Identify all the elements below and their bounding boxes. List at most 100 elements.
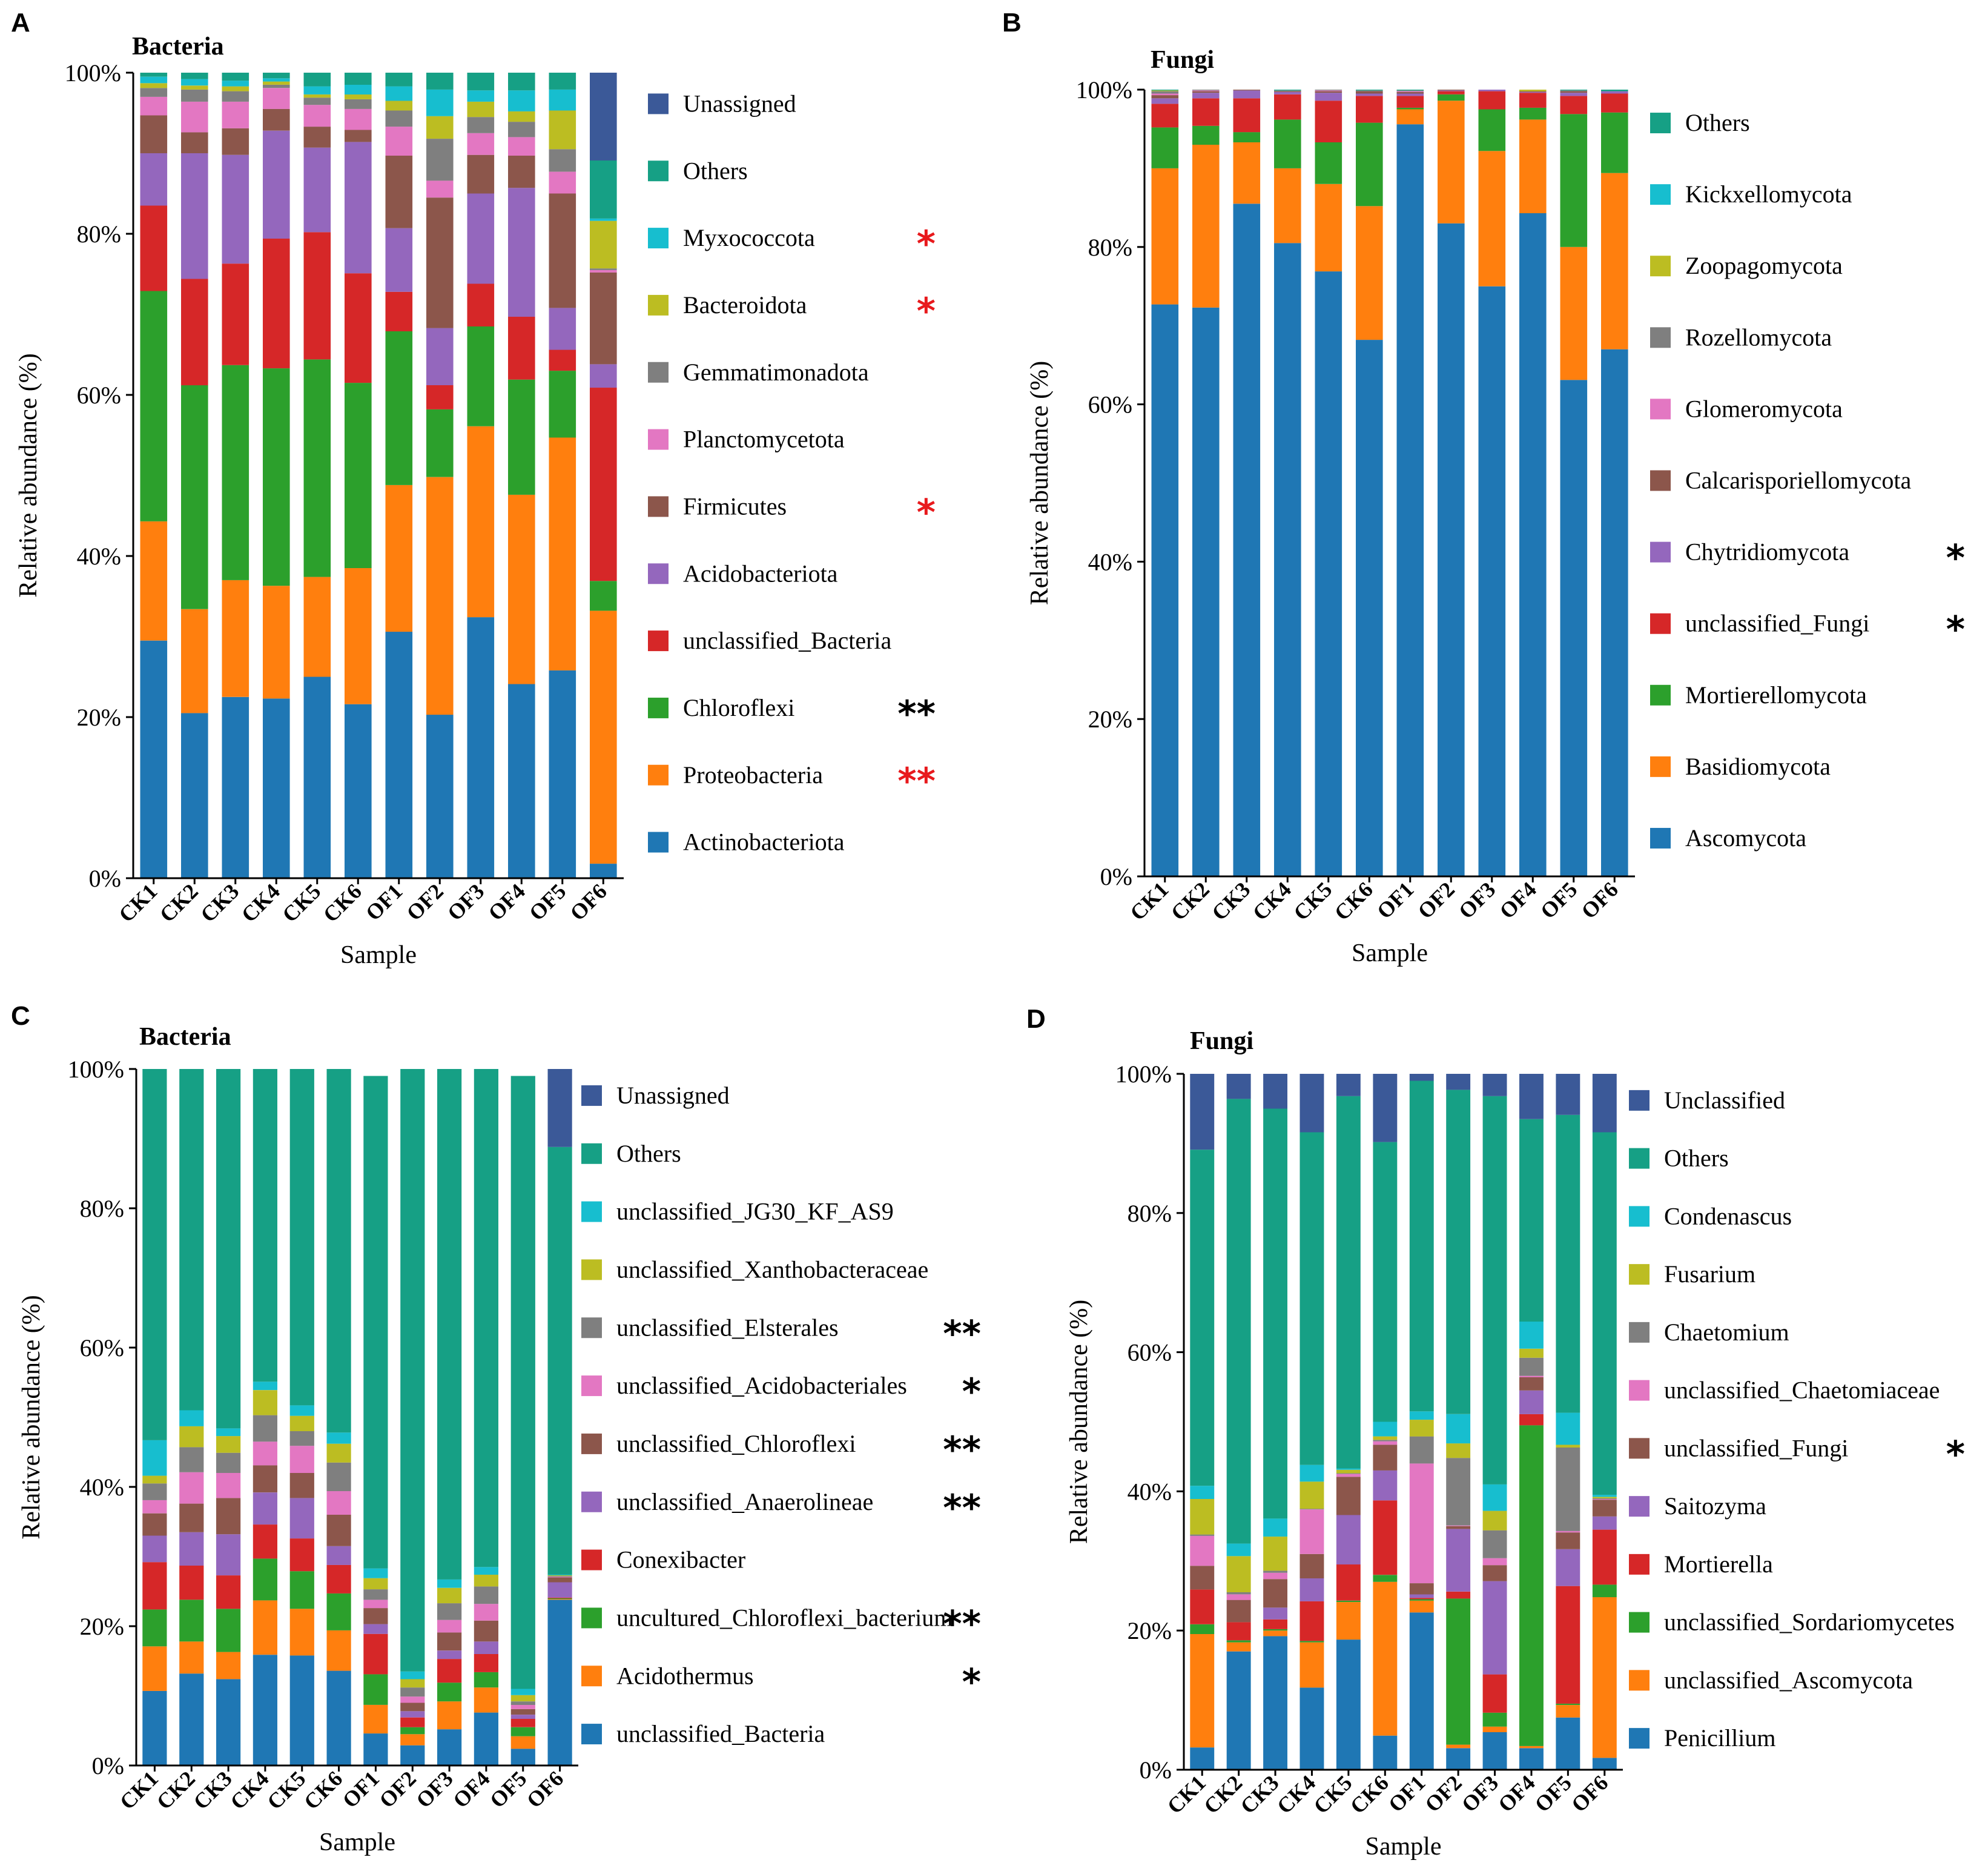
bar-segment-a-ck2-gemmatimonadota <box>181 89 208 102</box>
y-tick-label-d-3: 60% <box>1128 1339 1172 1366</box>
bar-segment-b-ck1-glomeromycota <box>1151 93 1179 96</box>
bar-segment-a-of1-unclassified-bacteria <box>385 291 413 331</box>
legend-swatch-a-chloroflexi <box>648 697 669 718</box>
legend-swatch-b-calcarisporiellomycota <box>1650 470 1671 491</box>
bar-segment-d-of2-condenascus <box>1446 1414 1471 1444</box>
bar-segment-c-of1-others <box>363 1076 388 1569</box>
legend-label-d-unclassified-chaetomiaceae: unclassified_Chaetomiaceae <box>1664 1377 1940 1404</box>
bar-segment-d-of3-unclassified-chaetomiaceae <box>1482 1558 1507 1566</box>
legend-label-b-unclassified-fungi: unclassified_Fungi <box>1685 610 1869 637</box>
bar-segment-d-of6-unclassified-ascomycota <box>1592 1597 1617 1758</box>
bar-segment-a-of6-unclassified-bacteria <box>590 388 617 581</box>
legend-label-d-others: Others <box>1664 1145 1729 1172</box>
bar-segment-b-of3-ascomycota <box>1478 286 1506 877</box>
bar-segment-c-of1-unclassified-acidobacteriales <box>363 1600 388 1609</box>
bar-segment-d-ck3-others <box>1263 1108 1287 1519</box>
bar-segment-a-of2-unclassified-bacteria <box>426 385 454 409</box>
x-axis-title-d: Sample <box>1366 1833 1442 1861</box>
bar-segment-c-of1-uncultured-chloroflexi-bacterium <box>363 1674 388 1705</box>
bar-segment-d-of6-others <box>1592 1132 1617 1495</box>
bar-segment-a-ck3-others <box>222 73 249 81</box>
y-tick-label-b-4: 80% <box>1088 234 1132 261</box>
bar-segment-b-of4-basidiomycota <box>1519 119 1547 213</box>
bar-segment-c-of2-unclassified-anaerolineae <box>400 1711 425 1718</box>
bar-segment-d-of3-unclassified-sordariomycetes <box>1482 1712 1507 1727</box>
bar-segment-c-of3-unclassified-acidobacteriales <box>437 1620 462 1633</box>
bar-segment-c-ck3-unclassified-xanthobacteraceae <box>216 1436 241 1453</box>
legend-label-c-unclassified-acidobacteriales: unclassified_Acidobacteriales <box>616 1372 907 1399</box>
bar-segment-d-ck2-mortierella <box>1226 1622 1251 1641</box>
bar-segment-b-ck1-calcarisporiellomycota <box>1151 95 1179 99</box>
bar-segment-c-of6-unclassified-bacteria <box>547 1600 572 1765</box>
legend-c: Unassigned Others unclassified_JG30_KF_AS9… <box>581 1082 981 1747</box>
bar-segment-b-ck6-chytridiomycota <box>1356 93 1383 96</box>
y-tick-label-d-2: 40% <box>1128 1478 1172 1505</box>
legend-swatch-c-uncultured-chloroflexi-bacterium <box>581 1607 602 1629</box>
bar-segment-a-ck6-firmicutes <box>345 130 372 142</box>
bar-segment-a-of4-proteobacteria <box>508 494 535 684</box>
bar-segment-d-ck6-unclassified-sordariomycetes <box>1373 1575 1398 1582</box>
bar-segment-b-ck2-basidiomycota <box>1192 144 1220 308</box>
bar-segment-c-ck4-conexibacter <box>253 1524 277 1559</box>
bar-segment-b-ck1-ascomycota <box>1151 304 1179 877</box>
bar-segment-a-of2-actinobacteriota <box>426 715 454 878</box>
bar-segment-c-ck1-unclassified-xanthobacteraceae <box>142 1475 167 1484</box>
bar-segment-a-ck4-others <box>263 73 290 79</box>
bar-segment-b-ck4-chytridiomycota <box>1274 91 1301 94</box>
bar-segment-d-of1-unclassified-sordariomycetes <box>1409 1599 1434 1601</box>
legend-swatch-b-glomeromycota <box>1650 399 1671 420</box>
bar-segment-a-ck3-gemmatimonadota <box>222 91 249 102</box>
legend-swatch-d-unclassified-ascomycota <box>1629 1670 1650 1691</box>
significance-star-c-unclassified-anaerolineae: ** <box>943 1487 981 1529</box>
bar-segment-b-of5-chytridiomycota <box>1560 93 1588 96</box>
legend-swatch-b-rozellomycota <box>1650 327 1671 348</box>
bar-segment-a-of1-acidobacteriota <box>385 228 413 292</box>
bar-segment-b-ck4-basidiomycota <box>1274 168 1301 243</box>
legend-swatch-d-penicillium <box>1629 1728 1650 1749</box>
bar-segment-a-of5-others <box>549 73 576 90</box>
bar-segment-d-ck1-fusarium <box>1190 1499 1215 1535</box>
significance-star-a-myxococcota: * <box>917 223 936 265</box>
bar-segment-a-of4-firmicutes <box>508 156 535 188</box>
bar-segment-c-of5-unclassified-elsterales <box>510 1701 535 1705</box>
y-tick-label-d-0: 0% <box>1140 1756 1172 1784</box>
bar-segment-d-of5-saitozyma <box>1556 1549 1580 1586</box>
bar-segment-a-ck5-gemmatimonadota <box>303 98 331 105</box>
bar-segment-b-ck2-ascomycota <box>1192 307 1220 876</box>
legend-swatch-a-acidobacteriota <box>648 563 669 584</box>
bar-segment-d-of6-mortierella <box>1592 1529 1617 1585</box>
bar-segment-a-ck3-chloroflexi <box>222 365 249 580</box>
legend-swatch-b-mortierellomycota <box>1650 684 1671 706</box>
x-axis-title-b: Sample <box>1352 939 1428 967</box>
bar-segment-d-of6-unclassified-fungi <box>1592 1500 1617 1517</box>
legend-label-d-unclassified: Unclassified <box>1664 1087 1785 1114</box>
bar-segment-d-of1-penicillium <box>1409 1612 1434 1770</box>
bar-segment-a-ck3-actinobacteriota <box>222 697 249 879</box>
bar-segment-d-ck3-penicillium <box>1263 1636 1287 1770</box>
bar-segment-b-ck5-unclassified-fungi <box>1315 101 1342 142</box>
bar-segment-d-ck1-condenascus <box>1190 1486 1215 1499</box>
bar-segment-a-ck3-bacteroidota <box>222 86 249 91</box>
bar-segment-d-of4-penicillium <box>1519 1748 1544 1770</box>
bar-segment-d-ck3-unclassified-fungi <box>1263 1579 1287 1608</box>
bar-segment-c-of6-unclassified-chloroflexi <box>547 1577 572 1583</box>
bar-segment-c-of3-unclassified-xanthobacteraceae <box>437 1587 462 1604</box>
bar-segment-b-of1-ascomycota <box>1396 124 1424 877</box>
bar-segment-a-of5-myxococcota <box>549 89 576 111</box>
y-tick-label-b-0: 0% <box>1100 863 1132 890</box>
bar-segment-a-of4-bacteroidota <box>508 111 535 122</box>
bar-segment-c-ck1-unclassified-anaerolineae <box>142 1535 167 1563</box>
bar-segment-c-ck1-unclassified-acidobacteriales <box>142 1500 167 1514</box>
bar-segment-a-ck1-others <box>140 73 168 77</box>
legend-swatch-a-myxococcota <box>648 228 669 249</box>
legend-label-d-unclassified-fungi: unclassified_Fungi <box>1664 1434 1848 1461</box>
bar-segment-d-of3-saitozyma <box>1482 1581 1507 1675</box>
legend-swatch-c-unclassified-elsterales <box>581 1317 602 1339</box>
legend-label-b-basidiomycota: Basidiomycota <box>1685 753 1831 780</box>
legend-label-d-chaetomium: Chaetomium <box>1664 1319 1789 1346</box>
legend-swatch-d-chaetomium <box>1629 1322 1650 1343</box>
legend-label-c-others: Others <box>616 1140 681 1167</box>
bar-segment-c-of2-unclassified-jg30-kf-as9 <box>400 1671 425 1679</box>
bar-segment-a-ck5-bacteroidota <box>303 94 331 98</box>
significance-star-c-acidothermus: * <box>962 1661 981 1703</box>
